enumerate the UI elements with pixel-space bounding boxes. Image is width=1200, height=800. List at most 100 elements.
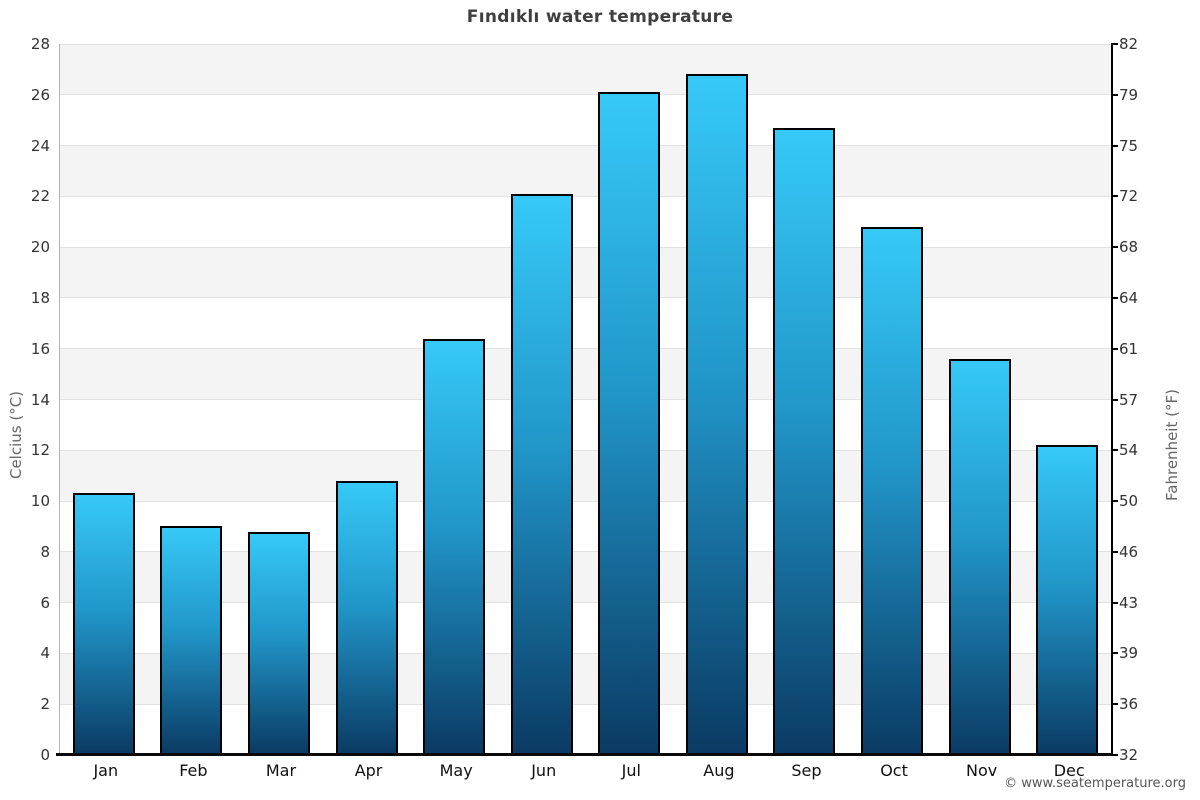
bar-feb[interactable] (160, 526, 223, 755)
y-tick-left-22: 22 (30, 187, 50, 206)
y-tick-right-32: 32 (1119, 746, 1139, 764)
y-tick-left-6: 6 (40, 593, 50, 612)
x-label-jun: Jun (531, 761, 557, 780)
plot-band (60, 247, 1111, 298)
x-label-sep: Sep (791, 761, 822, 780)
gridline (60, 703, 1111, 705)
gridline (60, 348, 1111, 350)
plot-band (60, 196, 1111, 248)
y-tick-right-61: 61 (1119, 339, 1139, 358)
bar-dec[interactable] (1036, 445, 1099, 755)
y-tickmark-right (1111, 754, 1118, 756)
y-tick-right-82: 82 (1119, 35, 1139, 53)
y-tick-left-28: 28 (30, 35, 50, 53)
y-tick-left-26: 26 (30, 85, 50, 104)
y-tick-right-43: 43 (1119, 593, 1139, 612)
gridline (60, 43, 1111, 45)
bar-jan[interactable] (72, 493, 135, 755)
gridline (60, 551, 1111, 553)
y-tick-left-20: 20 (30, 238, 50, 257)
gridline (60, 195, 1111, 197)
gridline (60, 145, 1111, 147)
gridline (60, 652, 1111, 654)
y-tick-left-4: 4 (40, 644, 50, 663)
x-label-nov: Nov (966, 761, 998, 780)
x-label-jul: Jul (621, 761, 641, 780)
y-tick-right-39: 39 (1119, 644, 1139, 663)
y-tick-left-2: 2 (40, 695, 50, 714)
y-tick-right-64: 64 (1119, 288, 1139, 307)
plot-band (60, 551, 1111, 603)
y-tick-left-24: 24 (30, 136, 50, 155)
bar-jun[interactable] (510, 193, 573, 755)
gridline (60, 297, 1111, 299)
y-tickmark-right (1111, 398, 1118, 401)
plot-band (60, 602, 1111, 654)
y-tickmark-right (1111, 195, 1118, 198)
bar-oct[interactable] (861, 226, 924, 755)
x-label-jan: Jan (93, 761, 119, 780)
x-label-apr: Apr (354, 761, 383, 780)
y-tick-left-14: 14 (30, 390, 50, 409)
y-tickmark-right (1111, 296, 1118, 299)
plot-band (60, 704, 1111, 755)
gridline (60, 94, 1111, 96)
y-tick-right-75: 75 (1119, 136, 1139, 155)
bar-mar[interactable] (247, 531, 310, 755)
y-tick-left-18: 18 (30, 288, 50, 307)
x-label-aug: Aug (703, 761, 735, 780)
bar-aug[interactable] (685, 74, 748, 755)
x-label-may: May (439, 761, 473, 780)
gridline (60, 602, 1111, 604)
y-tick-right-46: 46 (1119, 542, 1139, 561)
y-tick-right-36: 36 (1119, 695, 1139, 714)
bar-nov[interactable] (948, 358, 1011, 755)
y-tickmark-right (1111, 652, 1118, 655)
y-tickmark-right (1111, 449, 1118, 452)
y-tick-left-0: 0 (40, 746, 50, 764)
y-tickmark-right (1111, 43, 1118, 45)
y-tickmark-right (1111, 93, 1118, 96)
x-axis-line (56, 753, 1113, 756)
bar-sep[interactable] (773, 127, 836, 755)
y-tickmark-right (1111, 601, 1118, 604)
plot-band (60, 94, 1111, 146)
copyright-footer: © www.seatemperature.org (1004, 776, 1186, 791)
y-tickmark-right (1111, 500, 1118, 503)
gridline (60, 500, 1111, 502)
x-label-feb: Feb (179, 761, 208, 780)
bar-apr[interactable] (335, 480, 398, 755)
bar-may[interactable] (423, 338, 486, 755)
y-tick-right-50: 50 (1119, 492, 1139, 511)
plot-band (60, 348, 1111, 400)
x-label-mar: Mar (265, 761, 297, 780)
y-tick-left-8: 8 (40, 542, 50, 561)
plot-band (60, 297, 1111, 349)
x-label-oct: Oct (880, 761, 908, 780)
plot-band (60, 653, 1111, 705)
plot-band (60, 145, 1111, 197)
y-tick-right-68: 68 (1119, 238, 1139, 257)
plot-area (59, 43, 1113, 755)
y-tick-right-54: 54 (1119, 441, 1139, 460)
y-tickmark-right (1111, 347, 1118, 350)
y-tick-right-79: 79 (1119, 85, 1139, 104)
x-label-dec: Dec (1053, 761, 1085, 780)
gridline (60, 246, 1111, 248)
y-tickmark-right (1111, 703, 1118, 706)
y-tick-right-57: 57 (1119, 390, 1139, 409)
bar-jul[interactable] (598, 92, 661, 755)
y-axis-right-title: Fahrenheit (°F) (1163, 389, 1181, 501)
y-axis-left-title: Celcius (°C) (7, 390, 25, 480)
y-tickmark-right (1111, 246, 1118, 249)
plot-band (60, 44, 1111, 95)
plot-band (60, 399, 1111, 451)
gridline (60, 449, 1111, 451)
plot-band (60, 501, 1111, 552)
chart-title: Fındıklı water temperature (466, 7, 734, 27)
y-tickmark-right (1111, 144, 1118, 147)
y-tick-left-16: 16 (30, 339, 50, 358)
y-tick-right-72: 72 (1119, 187, 1139, 206)
y-tickmark-right (1111, 550, 1118, 553)
